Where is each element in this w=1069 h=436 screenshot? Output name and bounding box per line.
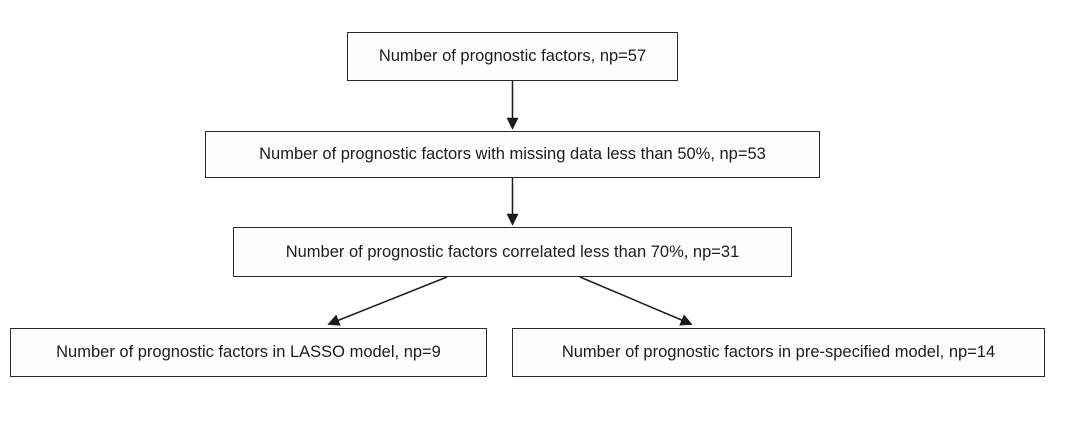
- node-missing-data-filter: Number of prognostic factors with missin…: [205, 131, 820, 178]
- arrow-correlated-to-lasso: [327, 276, 448, 326]
- arrow-correlated-to-prespecified: [579, 276, 693, 326]
- node-lasso-model: Number of prognostic factors in LASSO mo…: [10, 328, 487, 377]
- node-correlation-filter: Number of prognostic factors correlated …: [233, 227, 792, 277]
- node-pre-specified-model: Number of prognostic factors in pre-spec…: [512, 328, 1045, 377]
- node-prognostic-factors-total: Number of prognostic factors, np=57: [347, 32, 678, 81]
